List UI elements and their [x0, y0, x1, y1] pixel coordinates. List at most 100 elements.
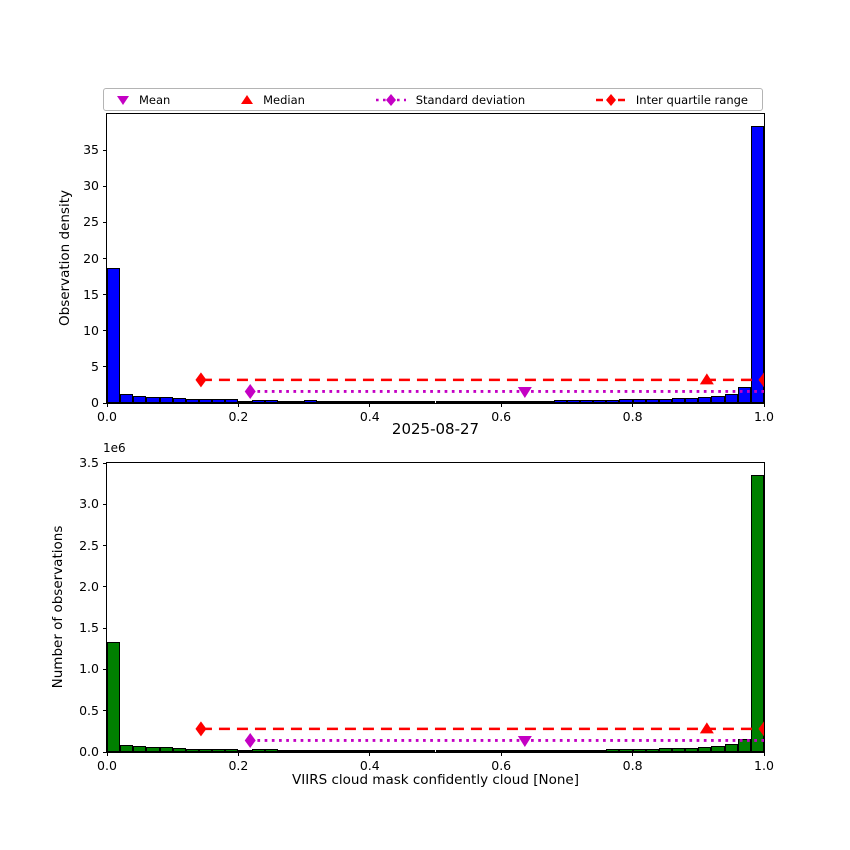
histogram-bar — [488, 750, 502, 752]
histogram-bar — [343, 750, 357, 752]
histogram-bar — [409, 401, 423, 403]
histogram-bar — [277, 750, 291, 752]
x-tick — [237, 403, 239, 407]
y-tick — [103, 462, 107, 464]
x-tick-label: 0.8 — [622, 409, 643, 424]
y-tick-label: 5 — [91, 358, 99, 374]
legend-item-iqr: Inter quartile range — [595, 93, 748, 107]
y-tick — [103, 185, 107, 187]
y-tick — [103, 668, 107, 670]
histogram-bar — [553, 400, 567, 403]
histogram-bar — [737, 738, 751, 752]
histogram-bar — [658, 748, 672, 752]
x-tick-label: 0.4 — [359, 758, 380, 773]
x-tick — [106, 752, 108, 756]
histogram-bar — [330, 750, 344, 752]
histogram-bar — [448, 401, 462, 403]
quartile-diamond-marker — [195, 372, 207, 388]
y-tick — [103, 258, 107, 259]
mean-triangle-down-icon — [117, 95, 129, 105]
histogram-bar — [225, 748, 239, 752]
histogram-bar — [593, 749, 607, 752]
histogram-bar — [277, 400, 291, 403]
histogram-bar — [422, 401, 436, 403]
histogram-bar — [382, 401, 397, 403]
histogram-bar — [724, 393, 738, 403]
histogram-bar — [251, 399, 265, 403]
mean-marker — [517, 735, 532, 747]
histogram-bar — [461, 750, 475, 752]
std-deviation-dotted-diamond-icon — [375, 93, 406, 106]
histogram-bar — [264, 399, 278, 403]
histogram-bar — [527, 750, 541, 752]
y-tick — [103, 402, 107, 404]
legend-label-std: Standard deviation — [415, 92, 526, 107]
histogram-bar — [238, 400, 252, 403]
histogram-bar — [501, 750, 515, 752]
histogram-bar — [724, 744, 738, 752]
histogram-bar — [107, 642, 121, 752]
y-tick-label: 1.0 — [79, 661, 99, 677]
x-tick — [369, 403, 371, 407]
histogram-bar — [645, 399, 659, 403]
histogram-bar — [540, 750, 554, 752]
y-tick — [103, 330, 107, 332]
histogram-bar — [198, 399, 213, 403]
x-axis-label: VIIRS cloud mask confidently cloud [None… — [292, 772, 579, 788]
histogram-bar — [619, 749, 633, 752]
histogram-bar — [448, 750, 462, 752]
x-tick-label: 0.0 — [97, 758, 117, 773]
histogram-bar — [225, 399, 239, 403]
y-tick-label: 30 — [83, 178, 99, 194]
histogram-bar — [672, 398, 686, 403]
histogram-bar — [514, 401, 528, 403]
y-axis-label-bottom: Number of observations — [50, 525, 66, 689]
histogram-bar — [409, 750, 423, 752]
histogram-bar — [343, 401, 357, 403]
histogram-bar — [172, 747, 186, 752]
histogram-bar — [369, 401, 383, 403]
histogram-bar — [317, 400, 331, 403]
histogram-bar — [317, 750, 331, 752]
histogram-bar — [382, 750, 397, 752]
histogram-bar — [396, 750, 410, 752]
histogram-bar — [645, 748, 659, 752]
histogram-bar — [606, 399, 620, 403]
histogram-bar — [514, 750, 528, 752]
y-tick-label: 20 — [83, 250, 99, 266]
quartile-diamond-marker — [244, 732, 256, 748]
histogram-bar — [685, 397, 699, 403]
x-tick-label: 0.8 — [622, 758, 643, 773]
histogram-bar — [461, 401, 475, 403]
histogram-bar — [185, 748, 199, 752]
histogram-bar — [290, 400, 305, 403]
histogram-bar — [553, 749, 567, 752]
histogram-bar — [264, 749, 278, 752]
quartile-diamond-marker — [244, 383, 256, 399]
histogram-bar — [698, 396, 712, 403]
y-axis-offset-label: 1e6 — [103, 441, 126, 455]
histogram-bar — [159, 396, 173, 403]
histogram-bar — [133, 396, 147, 403]
histogram-bar — [212, 748, 226, 752]
histogram-bar — [435, 750, 449, 752]
histogram-bar — [619, 399, 633, 403]
histogram-bar — [212, 399, 226, 403]
histogram-bar — [737, 387, 751, 403]
histogram-bar — [658, 398, 672, 403]
stat-markers-overlay — [195, 721, 764, 748]
legend: Mean Median Standard deviation Inter qua… — [103, 88, 763, 111]
histogram-bar — [172, 397, 186, 403]
y-tick-label: 2.5 — [79, 537, 99, 553]
histogram-bar — [580, 400, 594, 403]
histogram-bar — [185, 399, 199, 403]
histogram-bar — [120, 393, 134, 403]
histogram-bar — [396, 400, 410, 403]
x-tick — [500, 403, 502, 407]
x-tick-label: 0.6 — [491, 758, 512, 773]
histogram-bar — [474, 750, 489, 752]
mean-marker — [517, 386, 532, 398]
legend-label-iqr: Inter quartile range — [635, 92, 748, 107]
x-tick-label: 0.2 — [228, 758, 249, 773]
y-tick-label: 2.0 — [79, 578, 99, 594]
